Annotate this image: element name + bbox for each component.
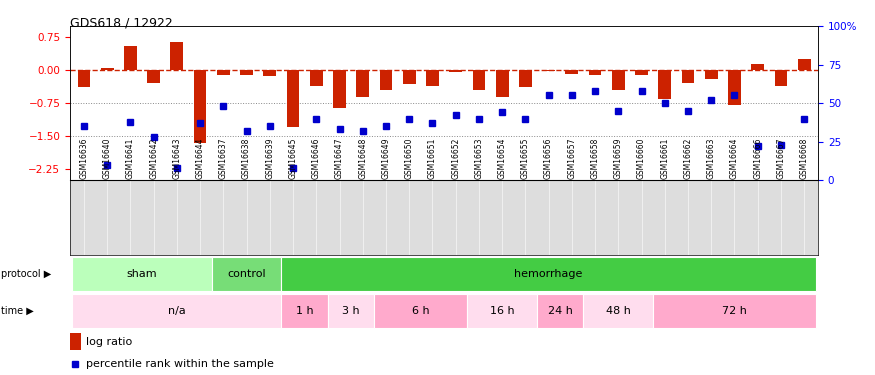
Text: 6 h: 6 h <box>412 306 430 316</box>
Bar <box>310 70 323 86</box>
Bar <box>217 70 230 75</box>
Text: 16 h: 16 h <box>490 306 514 316</box>
Text: time ▶: time ▶ <box>1 306 33 316</box>
Bar <box>653 294 816 328</box>
Bar <box>333 70 346 108</box>
Bar <box>705 70 717 79</box>
Bar <box>584 294 653 328</box>
Text: 48 h: 48 h <box>606 306 631 316</box>
Bar <box>212 257 282 291</box>
Bar <box>70 333 80 350</box>
Bar <box>193 70 206 142</box>
Text: 24 h: 24 h <box>548 306 572 316</box>
Bar <box>542 70 555 71</box>
Bar <box>380 70 392 90</box>
Bar <box>473 70 486 90</box>
Bar <box>356 70 369 96</box>
Bar <box>682 70 695 83</box>
Bar <box>496 70 508 96</box>
Bar <box>240 70 253 75</box>
Bar <box>282 257 816 291</box>
Bar <box>426 70 439 86</box>
Bar <box>798 59 810 70</box>
Bar <box>728 70 741 105</box>
Text: 3 h: 3 h <box>342 306 360 316</box>
Bar <box>147 70 160 83</box>
Bar <box>589 70 601 75</box>
Text: control: control <box>228 269 266 279</box>
Bar <box>612 70 625 90</box>
Bar <box>565 70 578 74</box>
Bar <box>124 46 136 70</box>
Bar <box>537 294 584 328</box>
Bar <box>752 64 764 70</box>
Bar <box>73 294 282 328</box>
Bar <box>328 294 374 328</box>
Bar <box>774 70 788 86</box>
Text: percentile rank within the sample: percentile rank within the sample <box>86 359 274 369</box>
Bar <box>101 68 114 70</box>
Text: log ratio: log ratio <box>86 337 132 347</box>
Bar <box>263 70 276 76</box>
Bar <box>519 70 532 87</box>
Text: hemorrhage: hemorrhage <box>514 269 583 279</box>
Bar <box>635 70 648 75</box>
Bar <box>467 294 537 328</box>
Bar <box>449 70 462 72</box>
Text: GDS618 / 12922: GDS618 / 12922 <box>70 17 172 30</box>
Bar <box>73 257 212 291</box>
Text: 1 h: 1 h <box>296 306 313 316</box>
Bar <box>287 70 299 127</box>
Text: protocol ▶: protocol ▶ <box>1 269 51 279</box>
Bar <box>658 70 671 99</box>
Text: 72 h: 72 h <box>722 306 747 316</box>
Text: sham: sham <box>127 269 158 279</box>
Text: n/a: n/a <box>168 306 186 316</box>
Bar <box>402 70 416 84</box>
Bar <box>171 42 183 70</box>
Bar <box>78 70 90 87</box>
Bar <box>282 294 328 328</box>
Bar <box>374 294 467 328</box>
